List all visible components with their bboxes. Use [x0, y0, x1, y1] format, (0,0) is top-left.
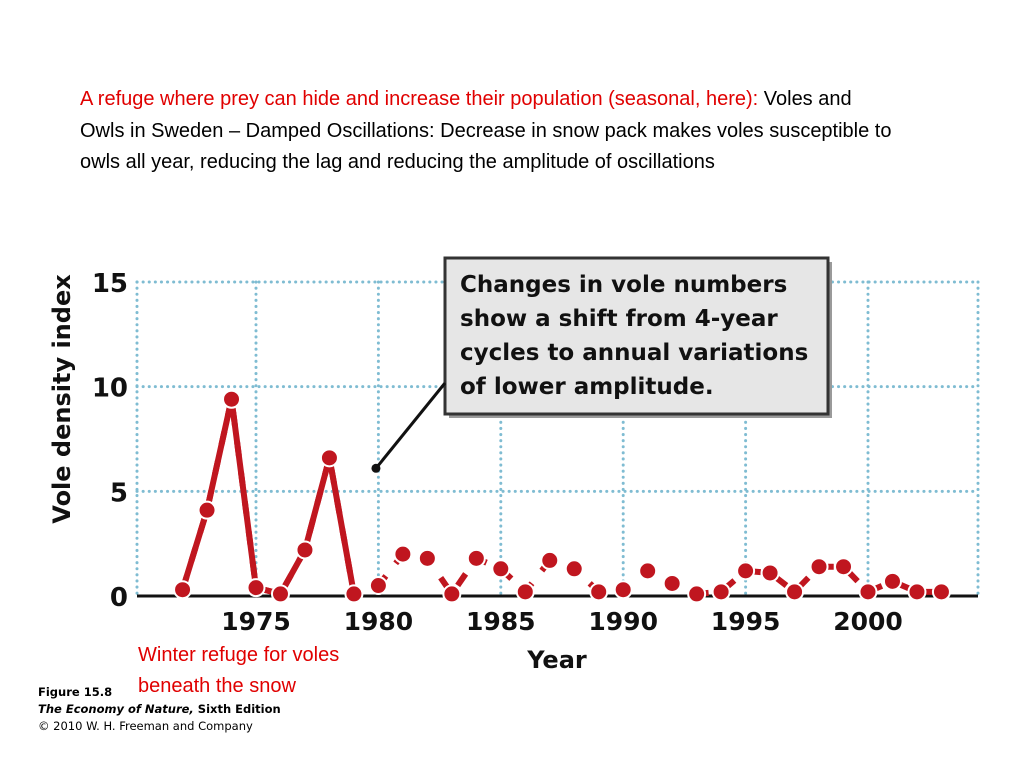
data-point — [295, 540, 315, 560]
callout-text-line: Changes in vole numbers — [460, 272, 787, 298]
x-axis-title: Year — [526, 646, 587, 674]
data-point — [564, 559, 584, 579]
data-point — [882, 571, 902, 591]
x-tick-label: 1990 — [588, 607, 658, 636]
intro-black-text: Voles and Owls in Sweden – Damped Oscill… — [80, 88, 892, 173]
series-line-solid — [179, 396, 357, 597]
data-point — [736, 561, 756, 581]
intro-red-text: A refuge where prey can hide and increas… — [80, 88, 759, 110]
callout-pointer — [374, 382, 447, 470]
caption-line-1: Winter refuge for voles — [138, 644, 340, 666]
data-point — [858, 582, 878, 602]
data-point — [834, 557, 854, 577]
data-point — [466, 548, 486, 568]
figure-credit: Figure 15.8 The Economy of Nature, Sixth… — [38, 684, 281, 735]
callout: Changes in vole numbers show a shift from… — [371, 256, 832, 473]
figure-number: Figure 15.8 — [38, 685, 113, 699]
series — [173, 389, 951, 604]
data-point — [760, 563, 780, 583]
x-tick-label: 1985 — [466, 607, 536, 636]
y-tick-label: 10 — [92, 374, 128, 404]
data-point — [613, 580, 633, 600]
data-point — [809, 557, 829, 577]
callout-text-line: show a shift from 4-year — [460, 306, 778, 332]
data-point — [173, 580, 193, 600]
data-point — [515, 582, 535, 602]
book-edition: Sixth Edition — [193, 702, 281, 716]
data-point — [589, 582, 609, 602]
book-line: The Economy of Nature, Sixth Edition — [38, 701, 281, 718]
x-tick-label: 1980 — [344, 607, 414, 636]
grid-lines — [135, 280, 980, 598]
y-tick-label: 15 — [92, 269, 128, 299]
data-point — [662, 573, 682, 593]
callout-text-line: cycles to annual variations — [460, 340, 808, 366]
data-point — [197, 500, 217, 520]
data-point — [785, 582, 805, 602]
data-point — [319, 448, 339, 468]
data-point — [222, 389, 242, 409]
x-tick-label: 2000 — [833, 607, 903, 636]
book-title: The Economy of Nature, — [38, 702, 194, 716]
data-point — [368, 576, 388, 596]
callout-pointer-dot — [371, 463, 381, 473]
data-point — [344, 584, 364, 604]
data-point — [442, 584, 462, 604]
copyright: © 2010 W. H. Freeman and Company — [38, 719, 253, 733]
tick-labels: 0 5 10 15 1975 1980 1985 1990 1995 2000 — [92, 269, 903, 636]
y-axis-title: Vole density index — [48, 274, 76, 524]
caption: Winter refuge for voles beneath the snow — [138, 640, 339, 702]
y-tick-label: 5 — [110, 478, 128, 508]
callout-box — [443, 256, 830, 416]
caption-line-2: beneath the snow — [138, 675, 296, 697]
y-tick-label: 0 — [110, 583, 128, 613]
data-point — [711, 582, 731, 602]
data-point — [931, 582, 951, 602]
callout-text-line: of lower amplitude. — [460, 374, 714, 400]
data-point — [907, 582, 927, 602]
x-tick-label: 1975 — [221, 607, 291, 636]
data-point — [491, 559, 511, 579]
intro-text: A refuge where prey can hide and increas… — [80, 84, 900, 179]
data-point — [687, 584, 707, 604]
data-point — [638, 561, 658, 581]
data-point — [270, 584, 290, 604]
data-point — [417, 548, 437, 568]
x-tick-label: 1995 — [711, 607, 781, 636]
data-point — [246, 578, 266, 598]
data-point — [540, 550, 560, 570]
data-point — [393, 544, 413, 564]
